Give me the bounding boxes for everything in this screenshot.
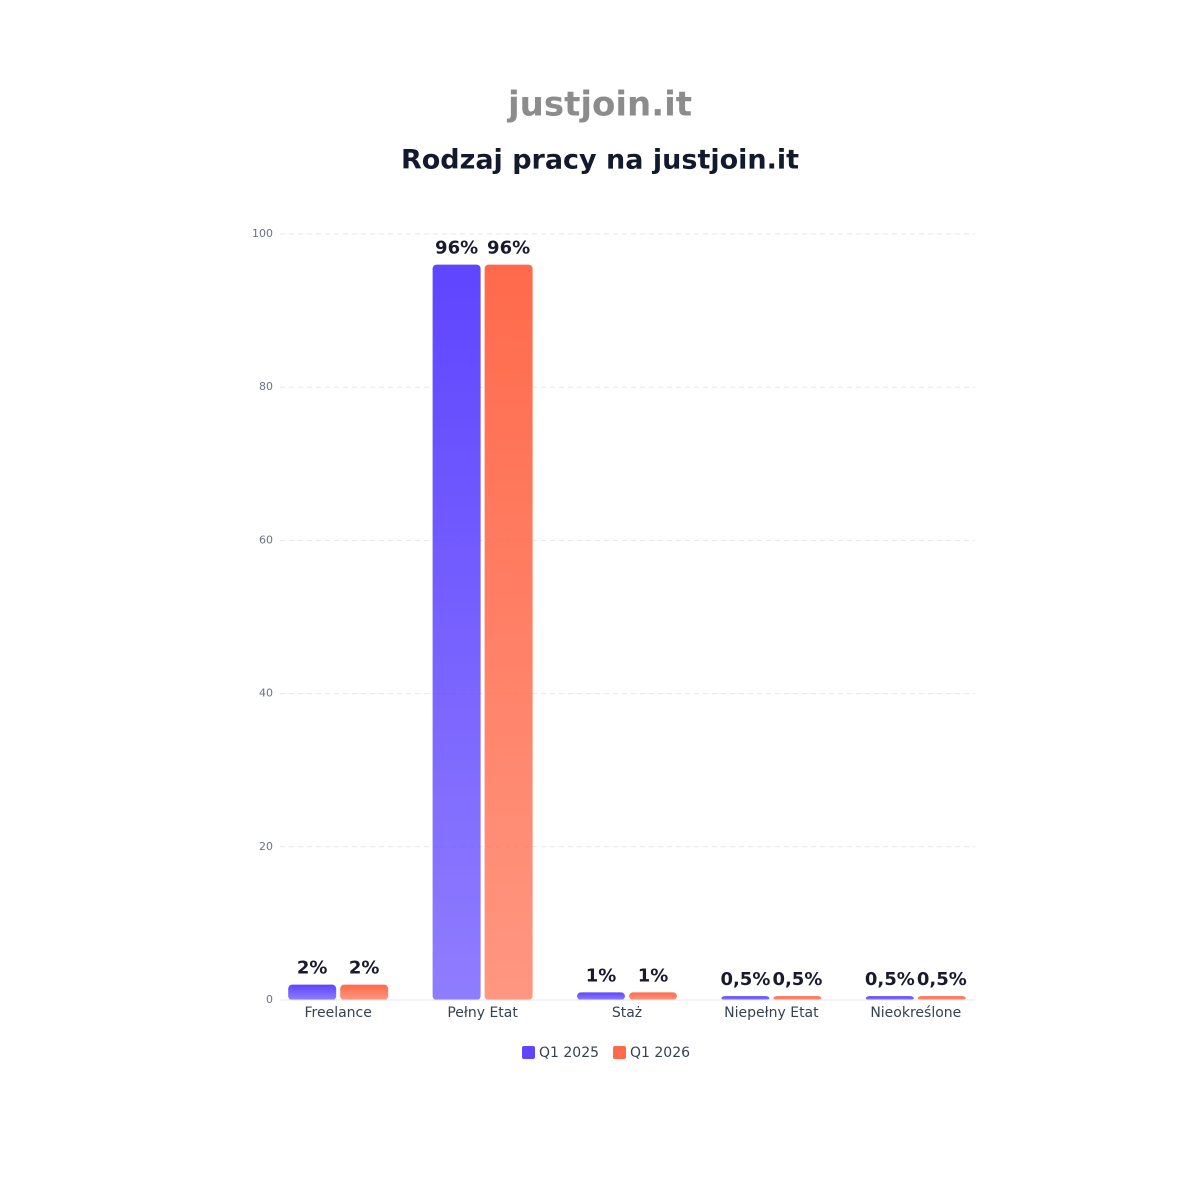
value-label: 2%: [349, 958, 380, 979]
bar: [629, 992, 677, 1000]
value-label: 1%: [586, 965, 617, 986]
value-label: 1%: [638, 965, 669, 986]
y-tick-label: 0: [266, 993, 273, 1006]
x-tick-label: Pełny Etat: [447, 1005, 518, 1021]
logo: justjoin.it: [506, 85, 692, 125]
y-tick-label: 80: [259, 380, 273, 393]
bar: [288, 984, 337, 1000]
legend-swatch: [522, 1046, 535, 1059]
legend-label: Q1 2026: [630, 1045, 690, 1061]
bar: [865, 996, 914, 1001]
x-tick-label: Niepełny Etat: [724, 1005, 819, 1021]
bar: [773, 996, 822, 1001]
bar: [917, 996, 966, 1001]
x-tick-label: Freelance: [305, 1005, 372, 1021]
x-tick-label: Staż: [612, 1005, 642, 1021]
legend-swatch: [613, 1046, 627, 1059]
value-label: 0,5%: [720, 969, 770, 990]
y-tick-label: 20: [259, 840, 273, 853]
y-tick-label: 60: [259, 533, 273, 546]
legend-label: Q1 2025: [539, 1045, 599, 1061]
x-tick-label: Nieokreślone: [870, 1005, 961, 1021]
y-tick-label: 100: [252, 227, 273, 240]
y-tick-label: 40: [259, 687, 273, 700]
bar: [340, 984, 389, 1000]
bar: [721, 996, 770, 1001]
value-label: 0,5%: [917, 969, 967, 990]
value-label: 0,5%: [865, 969, 915, 990]
value-label: 2%: [297, 958, 328, 979]
bar: [577, 992, 625, 1000]
bar: [484, 264, 533, 1000]
value-label: 96%: [435, 238, 478, 259]
value-label: 0,5%: [772, 969, 822, 990]
chart-title: Rodzaj pracy na justjoin.it: [401, 145, 799, 176]
value-label: 96%: [487, 238, 530, 259]
bar: [432, 264, 481, 1000]
